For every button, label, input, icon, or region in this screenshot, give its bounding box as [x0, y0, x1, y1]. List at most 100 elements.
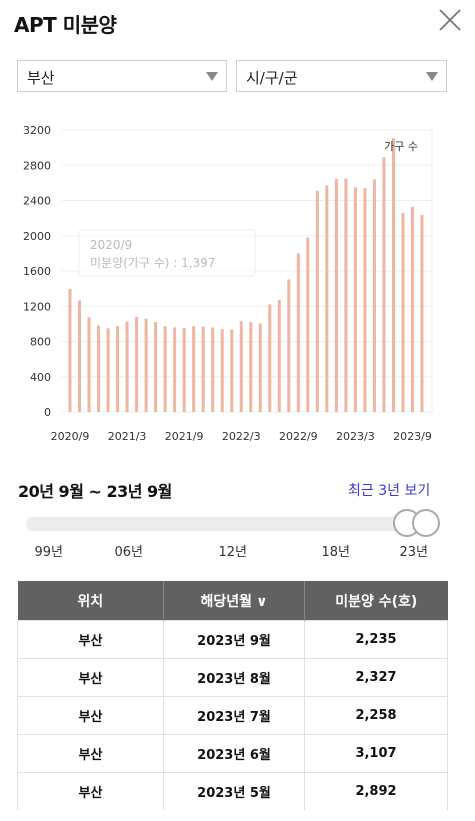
- y-tick-label: 1600: [23, 265, 51, 278]
- cell-unsold-count: 2,258: [304, 696, 448, 735]
- chevron-down-icon: [206, 72, 218, 81]
- cell-year-month: 2023년 8월: [163, 658, 305, 697]
- chart-bar[interactable]: [220, 329, 224, 412]
- col-unsold-count: 미분양 수(호): [304, 581, 448, 621]
- col-year-month-label: 해당년월: [200, 593, 253, 610]
- chart-bar[interactable]: [306, 237, 310, 412]
- slider-tick-label: 18년: [321, 545, 351, 560]
- x-tick-label: 2023/9: [393, 430, 432, 443]
- col-year-month[interactable]: 해당년월 ∨: [163, 581, 305, 621]
- x-tick-label: 2023/3: [336, 430, 375, 443]
- y-tick-label: 400: [30, 371, 51, 384]
- chart-bar[interactable]: [258, 323, 262, 412]
- chart-bar[interactable]: [296, 253, 300, 412]
- cell-unsold-count: 3,107: [304, 734, 448, 773]
- range-label: 20년 9월 ~ 23년 9월: [18, 482, 172, 501]
- y-tick-label: 800: [30, 336, 51, 349]
- chart-bar[interactable]: [173, 327, 177, 412]
- district-select-value: 시/구/군: [246, 69, 298, 87]
- chart-bar[interactable]: [249, 322, 253, 412]
- chart-bar[interactable]: [363, 188, 367, 412]
- chart-bar[interactable]: [382, 157, 386, 412]
- chart-bars: [68, 138, 424, 412]
- table-row: 부산 2023년 5월 2,892: [17, 772, 448, 810]
- tooltip-date: 2020/9: [90, 238, 132, 252]
- chart-bar[interactable]: [277, 300, 281, 412]
- recent-3y-link[interactable]: 최근 3년 보기: [348, 483, 431, 499]
- chart-bar[interactable]: [144, 318, 148, 412]
- chart-bar[interactable]: [230, 329, 234, 412]
- cell-location: 부산: [17, 658, 164, 697]
- region-select[interactable]: 부산: [17, 60, 227, 92]
- close-icon[interactable]: [437, 7, 463, 33]
- chart-bar[interactable]: [239, 321, 243, 412]
- chart-bar[interactable]: [334, 178, 338, 412]
- y-tick-label: 2800: [23, 159, 51, 172]
- slider-end-handle[interactable]: [412, 509, 440, 537]
- table-row: 부산 2023년 8월 2,327: [17, 658, 448, 697]
- x-tick-label: 2021/3: [108, 430, 147, 443]
- region-select-value: 부산: [27, 69, 55, 87]
- chart-bar[interactable]: [325, 185, 329, 412]
- chart-bar[interactable]: [68, 288, 72, 412]
- y-tick-label: 0: [44, 406, 51, 419]
- chart-bar[interactable]: [401, 213, 405, 412]
- chart-bar[interactable]: [410, 206, 414, 412]
- slider-tick-label: 99년: [34, 545, 64, 560]
- sort-caret-icon: ∨: [256, 593, 268, 610]
- chart-bar[interactable]: [192, 326, 196, 412]
- y-tick-label: 1200: [23, 300, 51, 313]
- slider-tick-label: 23년: [399, 545, 429, 560]
- y-tick-label: 2000: [23, 230, 51, 243]
- y-tick-label: 3200: [23, 124, 51, 137]
- col-location: 위치: [17, 581, 164, 621]
- y-tick-label: 2400: [23, 195, 51, 208]
- chart-bar[interactable]: [116, 326, 120, 412]
- cell-year-month: 2023년 5월: [163, 772, 305, 810]
- chart-bar[interactable]: [97, 325, 101, 412]
- chart-x-axis: 2020/9 2021/3 2021/9 2022/3 2022/9 2023/3 2023…: [51, 430, 432, 443]
- table-header-row: 위치 해당년월 ∨ 미분양 수(호): [17, 581, 448, 621]
- slider-tick-label: 06년: [114, 545, 144, 560]
- chart-bar[interactable]: [201, 326, 205, 412]
- cell-unsold-count: 2,327: [304, 658, 448, 697]
- chart-bar[interactable]: [125, 321, 129, 412]
- range-row: 20년 9월 ~ 23년 9월 최근 3년 보기: [0, 475, 475, 505]
- chart-y-axis: 0 400 800 1200 1600 2000 2400 2800 3200: [23, 124, 51, 419]
- date-range-slider[interactable]: [26, 517, 440, 531]
- chart-bar[interactable]: [106, 328, 110, 412]
- table-row: 부산 2023년 9월 2,235: [17, 620, 448, 659]
- chart-bar[interactable]: [87, 317, 91, 412]
- cell-year-month: 2023년 7월: [163, 696, 305, 735]
- chart-bar[interactable]: [420, 215, 424, 412]
- chart-bar[interactable]: [372, 179, 376, 412]
- unsold-chart: 0 400 800 1200 1600 2000 2400 2800 3200 2020/9 20…: [23, 124, 433, 443]
- chart-bar[interactable]: [182, 327, 186, 412]
- cell-location: 부산: [17, 734, 164, 773]
- district-select[interactable]: 시/구/군: [236, 60, 447, 92]
- chart-legend: 가구 수: [384, 140, 418, 153]
- chart-bar[interactable]: [391, 138, 395, 412]
- chart-bar[interactable]: [163, 326, 167, 412]
- chart-bar[interactable]: [315, 190, 319, 412]
- chart-bar[interactable]: [135, 316, 139, 412]
- cell-location: 부산: [17, 696, 164, 735]
- chart-bar[interactable]: [344, 178, 348, 412]
- cell-unsold-count: 2,235: [304, 620, 448, 659]
- chart-bar[interactable]: [211, 327, 215, 412]
- x-tick-label: 2022/3: [222, 430, 261, 443]
- chart-bar[interactable]: [287, 279, 291, 412]
- chart-bar[interactable]: [353, 187, 357, 412]
- header: APT 미분양: [0, 0, 475, 46]
- chart-bar[interactable]: [268, 304, 272, 412]
- table-row: 부산 2023년 6월 3,107: [17, 734, 448, 773]
- cell-year-month: 2023년 6월: [163, 734, 305, 773]
- unsold-table: 위치 해당년월 ∨ 미분양 수(호) 부산 2023년 9월 2,235 부산 2…: [17, 581, 448, 810]
- cell-year-month: 2023년 9월: [163, 620, 305, 659]
- chart-bar[interactable]: [154, 322, 158, 412]
- x-tick-label: 2021/9: [165, 430, 204, 443]
- page-title: APT 미분양: [14, 13, 117, 37]
- cell-location: 부산: [17, 772, 164, 810]
- chart-bar[interactable]: [78, 300, 82, 412]
- x-tick-label: 2022/9: [279, 430, 318, 443]
